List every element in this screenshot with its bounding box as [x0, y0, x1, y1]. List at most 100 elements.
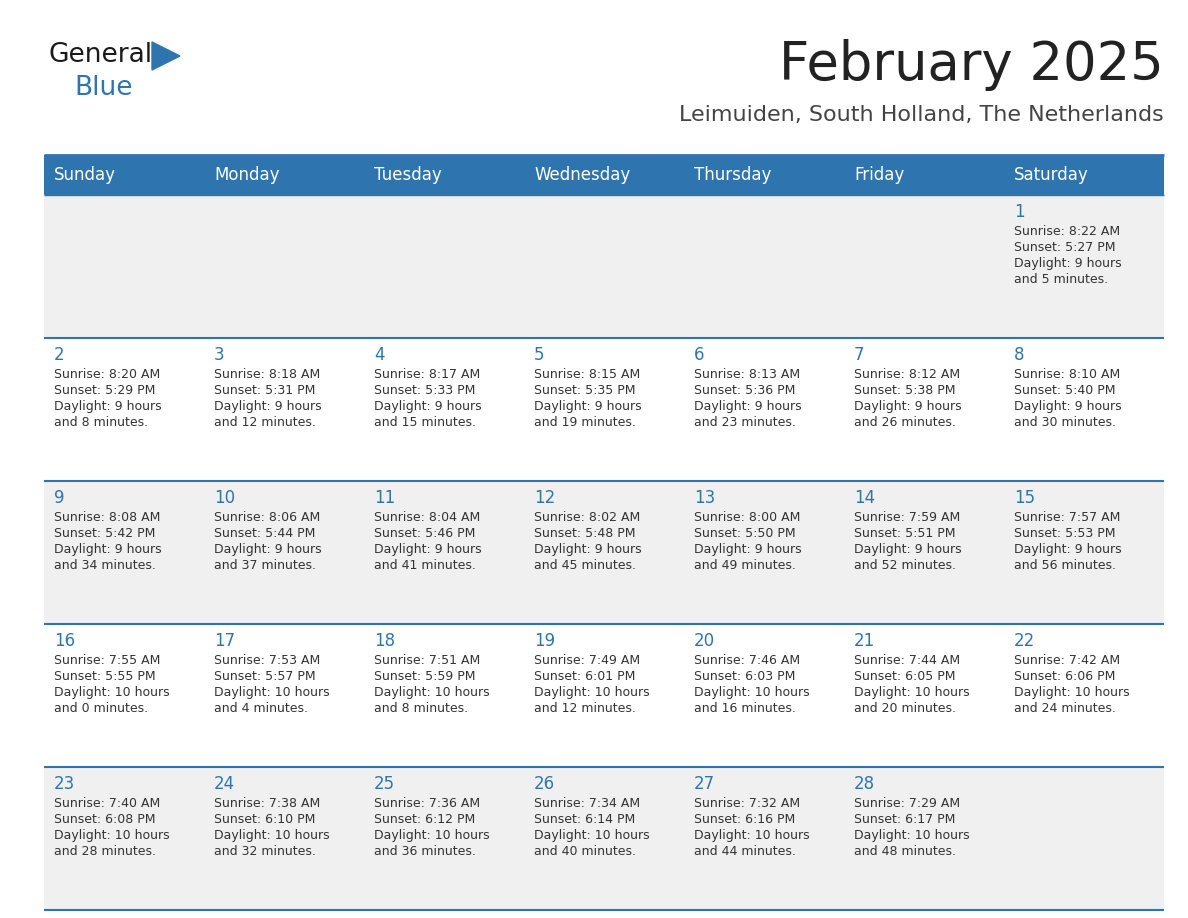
Text: Sunrise: 8:12 AM: Sunrise: 8:12 AM	[854, 368, 960, 381]
Text: 10: 10	[214, 489, 235, 507]
Text: Sunrise: 8:08 AM: Sunrise: 8:08 AM	[53, 511, 160, 524]
Text: and 34 minutes.: and 34 minutes.	[53, 559, 156, 572]
Text: Daylight: 9 hours: Daylight: 9 hours	[374, 543, 481, 556]
Text: 7: 7	[854, 346, 865, 364]
Text: Sunset: 5:27 PM: Sunset: 5:27 PM	[1015, 241, 1116, 254]
Text: Tuesday: Tuesday	[374, 166, 442, 184]
Text: Sunset: 5:38 PM: Sunset: 5:38 PM	[854, 384, 955, 397]
Text: Sunset: 5:46 PM: Sunset: 5:46 PM	[374, 527, 475, 540]
Text: 27: 27	[694, 775, 715, 793]
Text: Sunset: 6:10 PM: Sunset: 6:10 PM	[214, 813, 315, 826]
Text: and 56 minutes.: and 56 minutes.	[1015, 559, 1116, 572]
Text: and 36 minutes.: and 36 minutes.	[374, 845, 476, 858]
Text: 6: 6	[694, 346, 704, 364]
Text: and 19 minutes.: and 19 minutes.	[533, 416, 636, 429]
Text: 12: 12	[533, 489, 555, 507]
Text: and 23 minutes.: and 23 minutes.	[694, 416, 796, 429]
Text: 22: 22	[1015, 632, 1035, 650]
Text: Sunrise: 7:36 AM: Sunrise: 7:36 AM	[374, 797, 480, 810]
Text: and 37 minutes.: and 37 minutes.	[214, 559, 316, 572]
Text: 18: 18	[374, 632, 396, 650]
Text: Daylight: 9 hours: Daylight: 9 hours	[854, 400, 961, 413]
Text: Friday: Friday	[854, 166, 904, 184]
Bar	[44, 767, 1164, 910]
Text: and 16 minutes.: and 16 minutes.	[694, 702, 796, 715]
Text: 25: 25	[374, 775, 396, 793]
Text: Saturday: Saturday	[1015, 166, 1088, 184]
Bar	[44, 624, 1164, 767]
Text: Sunrise: 7:44 AM: Sunrise: 7:44 AM	[854, 654, 960, 667]
Text: Sunset: 5:35 PM: Sunset: 5:35 PM	[533, 384, 636, 397]
Text: Daylight: 10 hours: Daylight: 10 hours	[533, 829, 650, 842]
Text: and 15 minutes.: and 15 minutes.	[374, 416, 476, 429]
Text: Sunset: 5:29 PM: Sunset: 5:29 PM	[53, 384, 156, 397]
Text: February 2025: February 2025	[779, 39, 1164, 91]
Text: Daylight: 9 hours: Daylight: 9 hours	[1015, 400, 1121, 413]
Text: Sunset: 6:14 PM: Sunset: 6:14 PM	[533, 813, 636, 826]
Text: 4: 4	[374, 346, 385, 364]
Text: and 0 minutes.: and 0 minutes.	[53, 702, 148, 715]
Text: Daylight: 10 hours: Daylight: 10 hours	[214, 829, 329, 842]
Text: Sunrise: 7:49 AM: Sunrise: 7:49 AM	[533, 654, 640, 667]
Text: 1: 1	[1015, 203, 1024, 221]
Text: Sunset: 5:53 PM: Sunset: 5:53 PM	[1015, 527, 1116, 540]
Text: 28: 28	[854, 775, 876, 793]
Text: 11: 11	[374, 489, 396, 507]
Text: Thursday: Thursday	[694, 166, 771, 184]
Text: Sunset: 6:16 PM: Sunset: 6:16 PM	[694, 813, 795, 826]
Text: 23: 23	[53, 775, 75, 793]
Text: Daylight: 9 hours: Daylight: 9 hours	[533, 400, 642, 413]
Text: Sunset: 5:55 PM: Sunset: 5:55 PM	[53, 670, 156, 683]
Text: Sunrise: 8:00 AM: Sunrise: 8:00 AM	[694, 511, 801, 524]
Text: Daylight: 9 hours: Daylight: 9 hours	[694, 400, 802, 413]
Text: Daylight: 9 hours: Daylight: 9 hours	[53, 543, 162, 556]
Text: Sunrise: 8:18 AM: Sunrise: 8:18 AM	[214, 368, 321, 381]
Text: and 20 minutes.: and 20 minutes.	[854, 702, 956, 715]
Text: Sunset: 6:08 PM: Sunset: 6:08 PM	[53, 813, 156, 826]
Text: Sunrise: 7:51 AM: Sunrise: 7:51 AM	[374, 654, 480, 667]
Text: Sunset: 5:42 PM: Sunset: 5:42 PM	[53, 527, 156, 540]
Text: 13: 13	[694, 489, 715, 507]
Text: 15: 15	[1015, 489, 1035, 507]
Text: Daylight: 10 hours: Daylight: 10 hours	[374, 686, 489, 699]
Text: Sunrise: 7:34 AM: Sunrise: 7:34 AM	[533, 797, 640, 810]
Text: and 44 minutes.: and 44 minutes.	[694, 845, 796, 858]
Text: and 8 minutes.: and 8 minutes.	[53, 416, 148, 429]
Text: and 30 minutes.: and 30 minutes.	[1015, 416, 1116, 429]
Text: Sunset: 6:01 PM: Sunset: 6:01 PM	[533, 670, 636, 683]
Text: 16: 16	[53, 632, 75, 650]
Text: Sunset: 6:12 PM: Sunset: 6:12 PM	[374, 813, 475, 826]
Text: Daylight: 9 hours: Daylight: 9 hours	[854, 543, 961, 556]
Text: and 41 minutes.: and 41 minutes.	[374, 559, 476, 572]
Text: Daylight: 9 hours: Daylight: 9 hours	[694, 543, 802, 556]
Text: General: General	[49, 42, 153, 68]
Text: and 4 minutes.: and 4 minutes.	[214, 702, 308, 715]
Text: 20: 20	[694, 632, 715, 650]
Text: 14: 14	[854, 489, 876, 507]
Text: Daylight: 10 hours: Daylight: 10 hours	[854, 686, 969, 699]
Text: Sunrise: 8:04 AM: Sunrise: 8:04 AM	[374, 511, 480, 524]
Text: Sunset: 6:06 PM: Sunset: 6:06 PM	[1015, 670, 1116, 683]
Text: 9: 9	[53, 489, 64, 507]
Text: Sunrise: 7:38 AM: Sunrise: 7:38 AM	[214, 797, 321, 810]
Text: 26: 26	[533, 775, 555, 793]
Text: Sunrise: 7:42 AM: Sunrise: 7:42 AM	[1015, 654, 1120, 667]
Text: and 28 minutes.: and 28 minutes.	[53, 845, 156, 858]
Text: and 52 minutes.: and 52 minutes.	[854, 559, 956, 572]
Bar	[44, 338, 1164, 481]
Text: 3: 3	[214, 346, 225, 364]
Text: and 12 minutes.: and 12 minutes.	[214, 416, 316, 429]
Text: Sunset: 5:59 PM: Sunset: 5:59 PM	[374, 670, 475, 683]
Text: Sunrise: 8:22 AM: Sunrise: 8:22 AM	[1015, 225, 1120, 238]
Text: and 40 minutes.: and 40 minutes.	[533, 845, 636, 858]
Text: Daylight: 9 hours: Daylight: 9 hours	[214, 400, 322, 413]
Text: Daylight: 10 hours: Daylight: 10 hours	[53, 829, 170, 842]
Text: Sunrise: 7:32 AM: Sunrise: 7:32 AM	[694, 797, 801, 810]
Bar	[44, 481, 1164, 624]
Text: Sunrise: 8:13 AM: Sunrise: 8:13 AM	[694, 368, 801, 381]
Text: Daylight: 9 hours: Daylight: 9 hours	[1015, 543, 1121, 556]
Text: Sunset: 5:50 PM: Sunset: 5:50 PM	[694, 527, 796, 540]
Text: Daylight: 10 hours: Daylight: 10 hours	[854, 829, 969, 842]
Text: and 5 minutes.: and 5 minutes.	[1015, 273, 1108, 286]
Text: Daylight: 9 hours: Daylight: 9 hours	[214, 543, 322, 556]
